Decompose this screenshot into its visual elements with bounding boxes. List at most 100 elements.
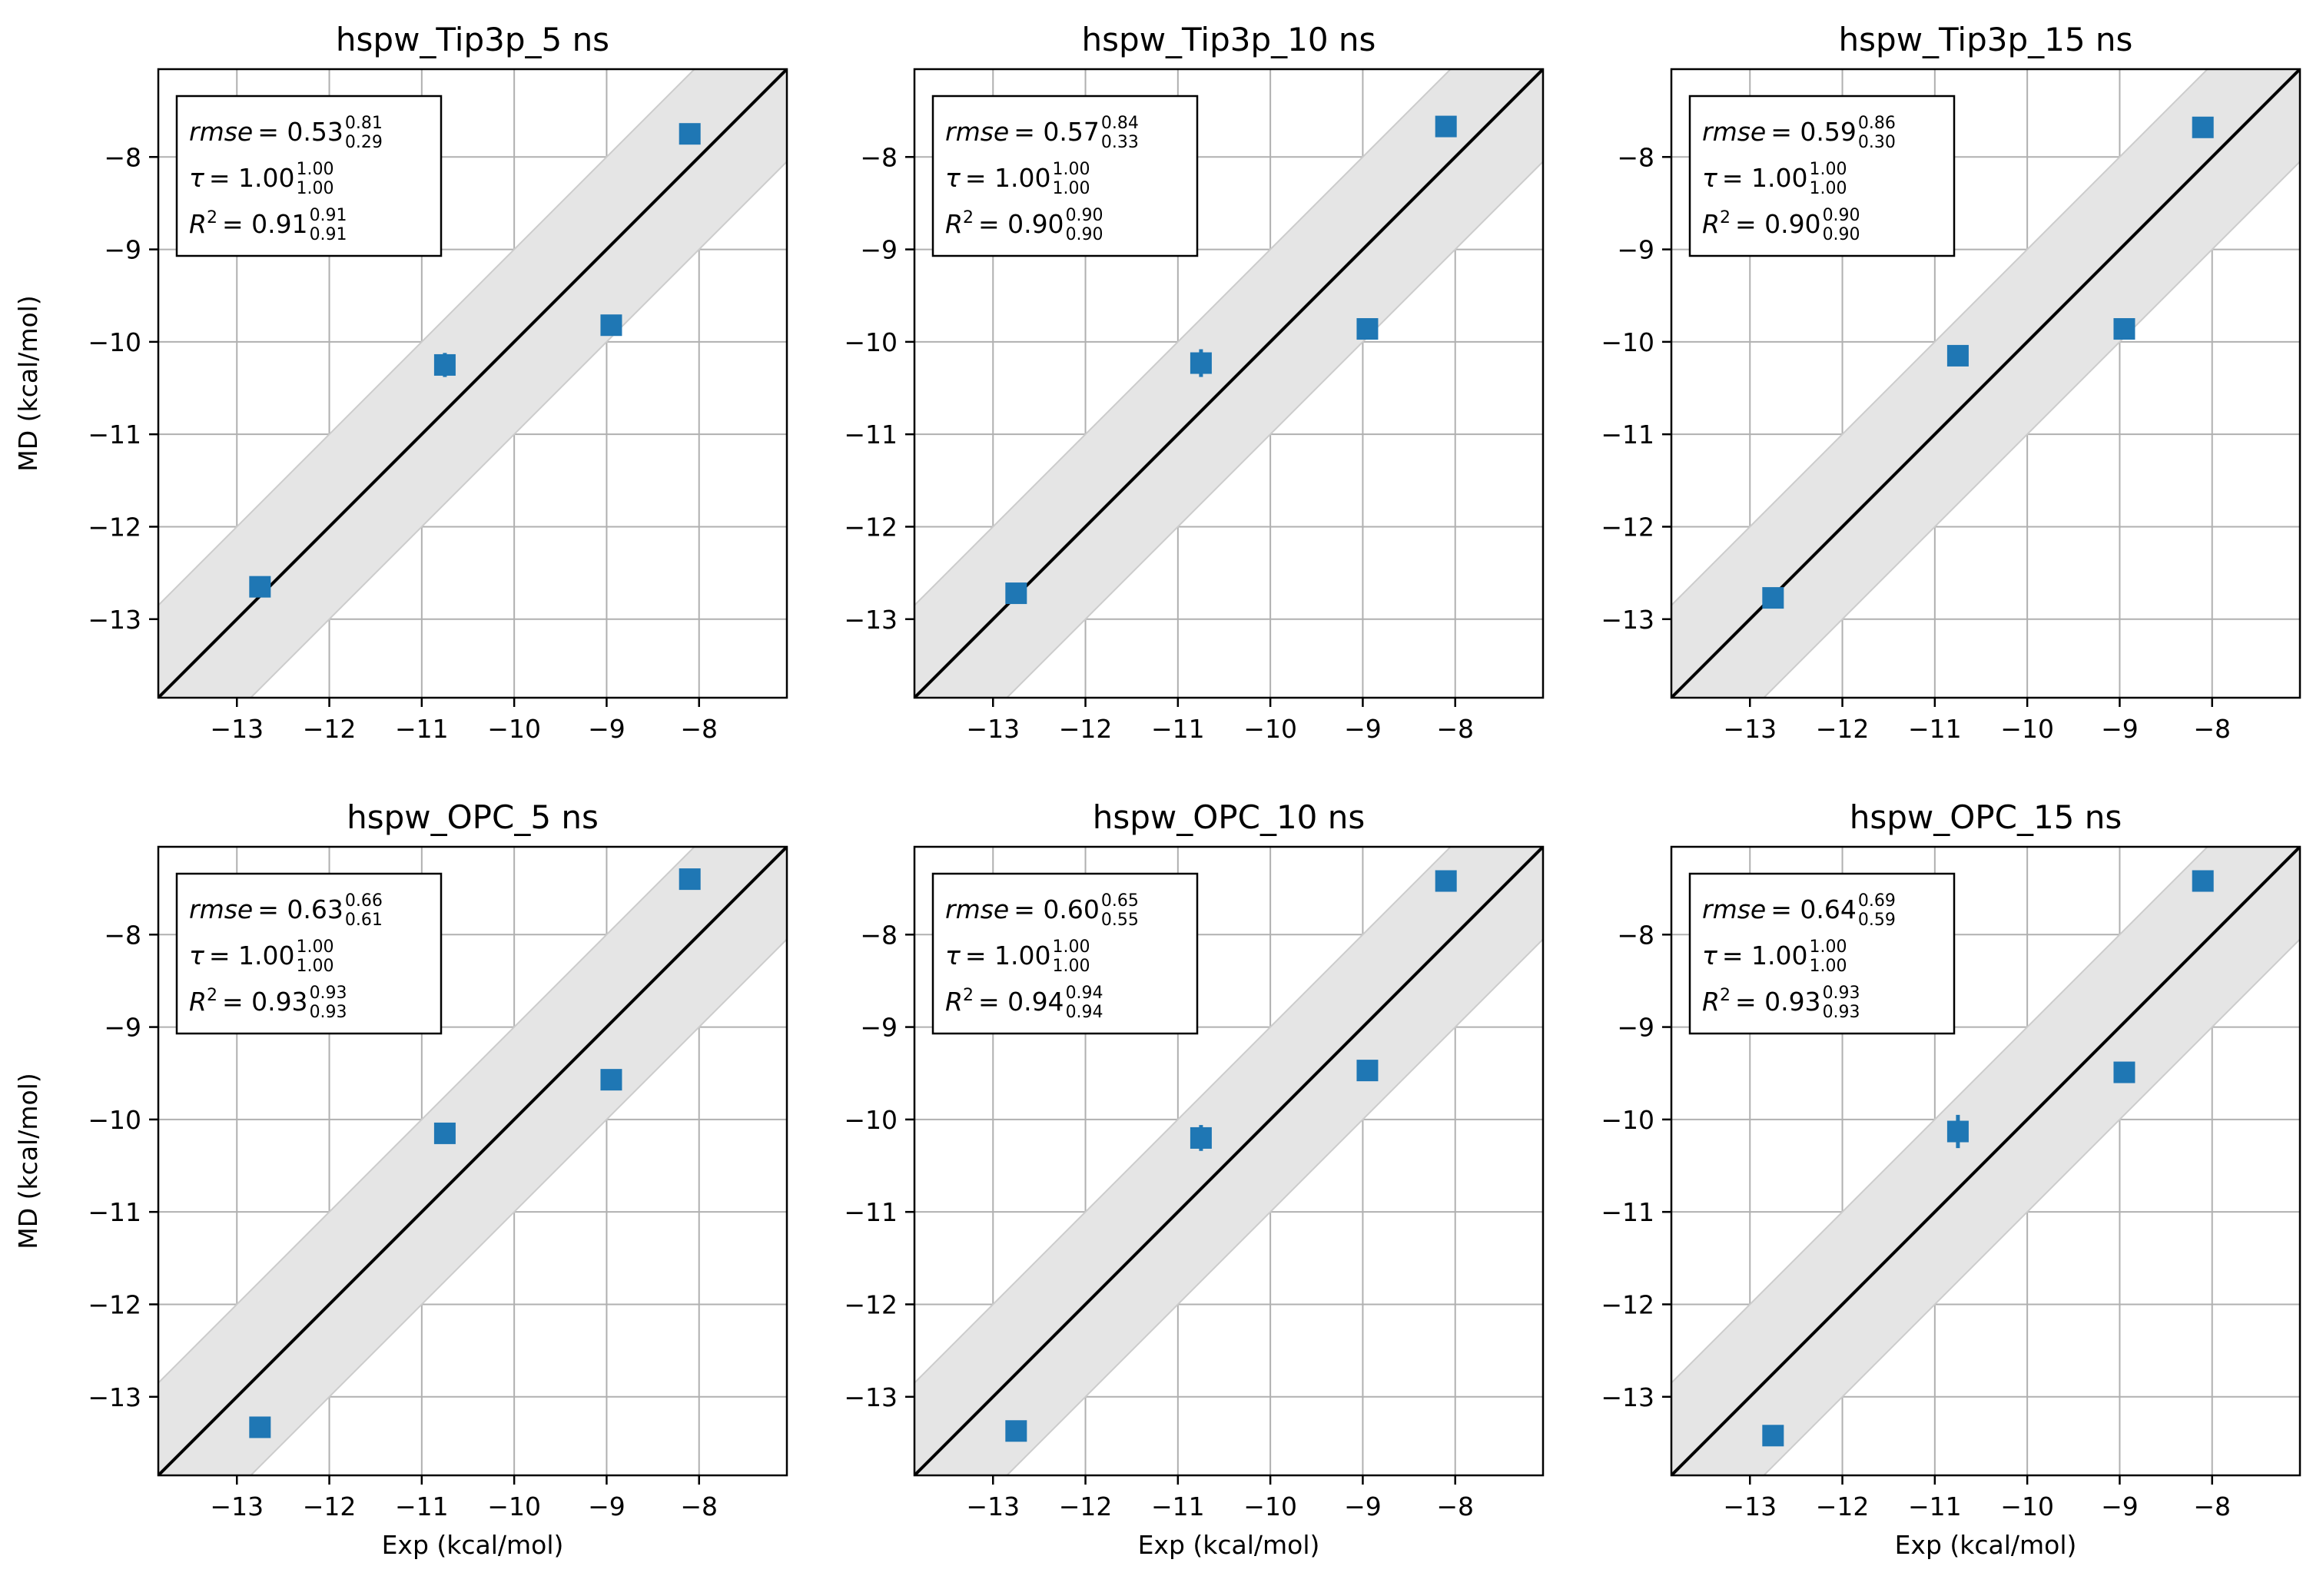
panel-6: −13 −12 −11 −10 −9 −8 −13 −12 −11 −10 −9 −8 hspw_OPC… — [1601, 798, 2301, 1560]
stat-upper: 1.00 — [297, 160, 334, 179]
y-tick-label: −12 — [88, 1289, 141, 1319]
x-tick-label: −8 — [1436, 714, 1474, 744]
y-axis-label: MD (kcal/mol) — [13, 1073, 43, 1249]
x-tick-label: −13 — [210, 1491, 264, 1521]
stat-upper: 0.69 — [1858, 891, 1896, 911]
panel-title: hspw_Tip3p_10 ns — [1082, 21, 1376, 58]
axes-frame — [913, 68, 1545, 699]
stat-upper: 0.84 — [1101, 114, 1139, 133]
stat-line: τ = 1.00 — [189, 163, 295, 193]
data-point — [679, 868, 701, 891]
y-tick-label: −11 — [844, 420, 898, 450]
stat-line: R2 = 0.91 — [189, 208, 308, 239]
x-tick-label: −12 — [1059, 714, 1113, 744]
stat-upper: 0.90 — [1823, 206, 1860, 225]
y-tick-label: −13 — [1601, 1382, 1654, 1412]
x-tick-label: −13 — [210, 714, 264, 744]
stat-upper: 0.94 — [1066, 984, 1103, 1003]
stat-line: rmse = 0.64 — [1702, 894, 1857, 924]
stat-lower: 0.61 — [345, 911, 383, 930]
stat-lower: 0.30 — [1858, 133, 1896, 152]
data-point — [1005, 1420, 1027, 1442]
x-tick-label: −12 — [303, 1491, 357, 1521]
axes-frame — [1670, 68, 2301, 699]
y-tick-label: −11 — [844, 1197, 898, 1227]
y-tick-label: −10 — [88, 1105, 141, 1135]
x-tick-label: −13 — [1723, 714, 1777, 744]
stat-line: τ = 1.00 — [945, 941, 1051, 971]
y-axis-label: MD (kcal/mol) — [13, 295, 43, 471]
x-tick-label: −8 — [2193, 1491, 2231, 1521]
stat-upper: 0.65 — [1101, 891, 1139, 911]
stats-box: rmse = 0.60 0.650.55 τ = 1.00 1.001.00 R2 = 0.9… — [931, 872, 1199, 1035]
data-point — [1946, 344, 1969, 367]
x-tick-label: −10 — [2000, 1491, 2054, 1521]
stat-line: R2 = 0.94 — [945, 986, 1064, 1017]
x-tick-label: −9 — [588, 1491, 626, 1521]
x-tick-label: −8 — [680, 1491, 718, 1521]
identity-line — [914, 847, 1543, 1475]
stat-line: τ = 1.00 — [1702, 941, 1808, 971]
stat-upper: 0.93 — [310, 984, 347, 1003]
stat-line: rmse = 0.63 — [189, 894, 343, 924]
stat-upper: 1.00 — [1810, 937, 1847, 957]
x-tick-label: −11 — [1908, 1491, 1962, 1521]
y-tick-label: −12 — [844, 512, 898, 542]
x-tick-label: −12 — [303, 714, 357, 744]
data-point — [1435, 870, 1457, 892]
x-axis-label: Exp (kcal/mol) — [382, 1530, 564, 1560]
data-point — [1946, 1120, 1969, 1143]
y-tick-label: −10 — [1601, 327, 1654, 357]
y-tick-label: −10 — [1601, 1105, 1654, 1135]
stat-line: R2 = 0.93 — [189, 986, 308, 1017]
data-point — [600, 314, 622, 337]
panel-title: hspw_OPC_10 ns — [1093, 798, 1366, 836]
x-tick-label: −11 — [395, 1491, 449, 1521]
stat-lower: 0.29 — [345, 133, 383, 152]
x-tick-label: −10 — [1243, 714, 1297, 744]
y-tick-label: −8 — [1617, 142, 1654, 172]
y-tick-label: −9 — [104, 235, 141, 265]
y-tick-label: −8 — [104, 920, 141, 950]
axes-frame — [913, 845, 1545, 1477]
panel-1: −13 −12 −11 −10 −9 −8 −13 −12 −11 −10 −9 −8 hspw_Tip… — [13, 21, 788, 744]
data-point — [1435, 115, 1457, 138]
y-tick-label: −12 — [1601, 1289, 1654, 1319]
y-tick-label: −10 — [88, 327, 141, 357]
x-tick-label: −13 — [1723, 1491, 1777, 1521]
y-tick-label: −8 — [860, 142, 898, 172]
y-tick-label: −10 — [844, 327, 898, 357]
stat-upper: 0.81 — [345, 114, 383, 133]
stat-lower: 1.00 — [1053, 957, 1090, 976]
x-tick-label: −12 — [1816, 714, 1870, 744]
y-tick-label: −13 — [88, 605, 141, 635]
data-point — [1356, 1060, 1379, 1082]
x-tick-label: −12 — [1816, 1491, 1870, 1521]
stat-lower: 0.33 — [1101, 133, 1139, 152]
stat-upper: 1.00 — [1053, 160, 1090, 179]
stat-upper: 1.00 — [1053, 937, 1090, 957]
y-tick-label: −11 — [1601, 420, 1654, 450]
panel-title: hspw_OPC_15 ns — [1850, 798, 2122, 836]
y-tick-label: −9 — [1617, 1013, 1654, 1043]
stat-lower: 1.00 — [1810, 957, 1847, 976]
stats-box: rmse = 0.59 0.860.30 τ = 1.00 1.001.00 R2 = 0.9… — [1688, 95, 1956, 257]
stat-line: rmse = 0.60 — [945, 894, 1100, 924]
x-tick-label: −12 — [1059, 1491, 1113, 1521]
stat-lower: 1.00 — [297, 179, 334, 198]
x-tick-label: −10 — [2000, 714, 2054, 744]
y-tick-label: −8 — [1617, 920, 1654, 950]
x-tick-label: −11 — [1151, 1491, 1205, 1521]
stats-box: rmse = 0.53 0.810.29 τ = 1.00 1.001.00 R2 = 0.9… — [175, 95, 443, 257]
data-point — [600, 1069, 622, 1091]
data-point — [249, 576, 271, 598]
stat-line: R2 = 0.90 — [945, 208, 1064, 239]
stat-upper: 0.90 — [1066, 206, 1103, 225]
data-point — [2113, 318, 2136, 340]
axes-frame — [157, 845, 788, 1477]
x-tick-label: −11 — [1908, 714, 1962, 744]
x-tick-label: −8 — [1436, 1491, 1474, 1521]
y-tick-label: −9 — [1617, 235, 1654, 265]
data-point — [1005, 582, 1027, 605]
stat-line: R2 = 0.93 — [1702, 986, 1821, 1017]
